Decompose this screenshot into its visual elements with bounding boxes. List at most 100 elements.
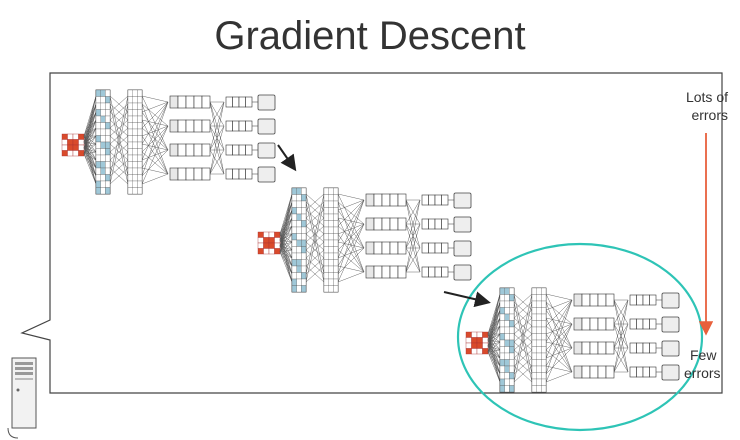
layer-column-1	[499, 287, 515, 393]
layer-cell	[499, 359, 505, 367]
layer-cell	[105, 122, 111, 130]
layer-cell	[127, 109, 133, 117]
input-pixel	[263, 248, 270, 255]
connection-line	[109, 143, 129, 161]
layer-cell	[301, 252, 307, 260]
layer-cell	[504, 326, 510, 334]
connection-line	[305, 265, 325, 283]
connection-line	[305, 241, 325, 259]
layer-cell	[100, 135, 106, 143]
pooled-cell	[225, 96, 233, 108]
connection-line	[513, 341, 533, 359]
layer-cell	[323, 194, 329, 202]
descent-arrow-2	[443, 291, 491, 308]
input-image	[61, 133, 85, 157]
connection-line	[487, 345, 501, 383]
layer-cell	[105, 96, 111, 104]
input-pixel	[67, 139, 74, 146]
layer-cell	[323, 187, 329, 195]
feature-cell	[397, 241, 407, 255]
layer-cell	[509, 320, 515, 328]
layer-column-2	[127, 89, 143, 195]
connection-line	[83, 153, 97, 185]
connection-line	[83, 141, 97, 177]
connection-line	[279, 233, 293, 243]
input-pixel	[78, 139, 85, 146]
feature-cell	[185, 95, 195, 109]
layer-cell	[296, 252, 302, 260]
connection-line	[337, 271, 365, 283]
layer-cell	[291, 278, 297, 286]
output-node	[453, 192, 472, 209]
connection-line	[279, 245, 293, 267]
layer-cell	[333, 239, 339, 247]
layer-cell	[132, 96, 138, 104]
feature-cell	[389, 265, 399, 279]
connection-line	[613, 323, 629, 373]
output-node	[257, 142, 276, 159]
layer-cell	[536, 365, 542, 373]
input-pixel	[476, 331, 483, 338]
layer-cell	[132, 109, 138, 117]
layer-cell	[296, 213, 302, 221]
layer-cell	[328, 278, 334, 286]
pooled-cell	[421, 194, 429, 206]
layer-cell	[504, 313, 510, 321]
connection-line	[209, 149, 225, 175]
input-pixel	[465, 348, 472, 355]
layer-cell	[509, 352, 515, 360]
input-pixel	[476, 348, 483, 355]
layer-cell	[541, 320, 547, 328]
feature-cell	[201, 95, 211, 109]
layer-cell	[105, 174, 111, 182]
layer-cell	[323, 259, 329, 267]
layer-cell	[301, 207, 307, 215]
layer-cell	[504, 365, 510, 373]
layer-cell	[499, 339, 505, 347]
connection-line	[141, 101, 169, 145]
connection-line	[487, 351, 501, 375]
layer-cell	[132, 180, 138, 188]
layer-cell	[296, 194, 302, 202]
feature-cell	[589, 317, 599, 331]
connection-line	[337, 199, 365, 259]
layer-cell	[105, 115, 111, 123]
input-pixel	[465, 342, 472, 349]
connection-line	[83, 103, 97, 143]
pooled-cell	[238, 168, 246, 180]
pooled-cell	[441, 218, 449, 230]
few-errors-line1: Few	[690, 347, 717, 363]
computer-icon	[7, 357, 37, 439]
connection-line	[487, 309, 501, 341]
layer-cell	[541, 300, 547, 308]
connection-line	[141, 101, 169, 113]
connection-line	[83, 153, 97, 177]
connection-line	[83, 135, 97, 153]
feature-cell	[193, 95, 203, 109]
layer-cell	[323, 200, 329, 208]
connection-line	[141, 125, 169, 185]
connection-line	[487, 345, 501, 367]
connection-line	[545, 293, 573, 301]
layer-cell	[127, 148, 133, 156]
layer-cell	[100, 141, 106, 149]
layer-cell	[100, 180, 106, 188]
connection-line	[83, 103, 97, 149]
connection-line	[83, 111, 97, 137]
pooled-cell	[238, 144, 246, 156]
feature-cell	[169, 143, 179, 157]
layer-cell	[291, 194, 297, 202]
layer-cell	[541, 326, 547, 334]
connection-line	[545, 323, 573, 367]
feature-cell	[389, 193, 399, 207]
layer-cell	[137, 122, 143, 130]
pooled-cell	[434, 218, 442, 230]
connection-line	[109, 167, 129, 185]
connection-line	[279, 245, 293, 259]
layer-cell	[132, 89, 138, 97]
layer-cell	[137, 180, 143, 188]
connection-line	[83, 103, 97, 155]
layer-cell	[291, 246, 297, 254]
connection-line	[487, 333, 501, 343]
connection-line	[279, 233, 293, 259]
